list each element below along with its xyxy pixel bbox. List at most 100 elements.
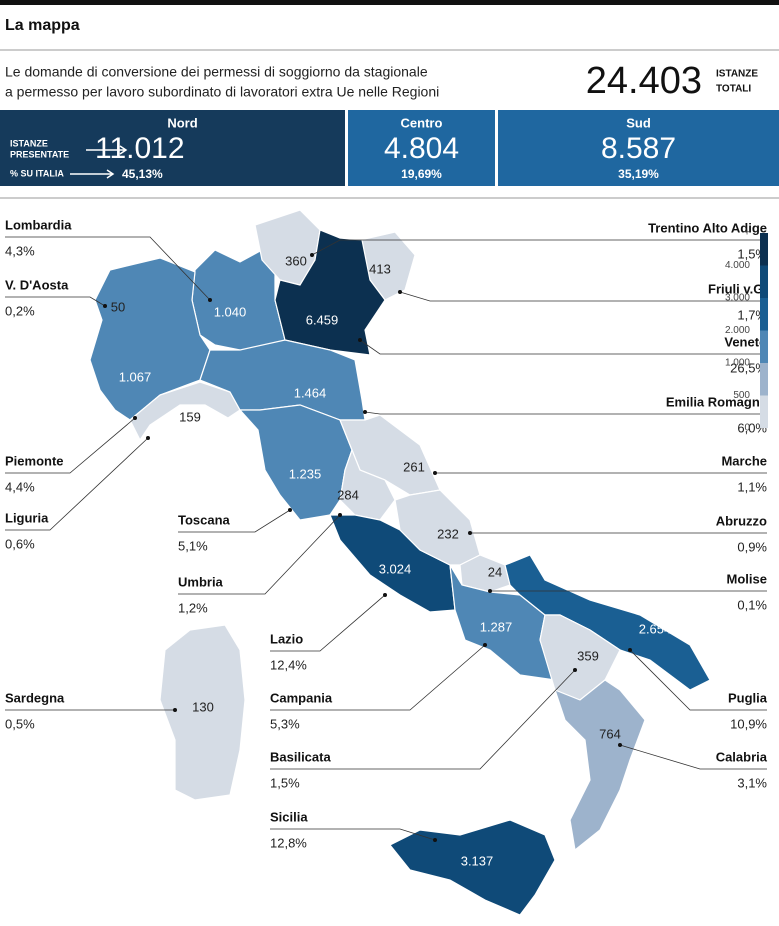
leader-dot [103, 304, 107, 308]
area-box [0, 110, 345, 186]
region-share: 1,1% [737, 479, 767, 494]
region-count: 232 [437, 526, 459, 541]
legend-tick: 0 [744, 423, 750, 434]
legend-tick: 2.000 [725, 325, 750, 336]
region-name: V. D'Aosta [5, 277, 69, 292]
region-name: Molise [727, 571, 767, 586]
region-share: 4,3% [5, 243, 35, 258]
region-name: Lombardia [5, 217, 72, 232]
region-share: 10,9% [730, 716, 767, 731]
region-count: 159 [179, 409, 201, 424]
leader-line [178, 514, 341, 595]
region-name: Trentino Alto Adige [648, 220, 767, 235]
leader-dot [363, 410, 367, 414]
region-name: Toscana [178, 512, 231, 527]
area-count: 8.587 [601, 132, 676, 165]
total-label: ISTANZE [716, 69, 758, 80]
region [238, 404, 353, 521]
legend-tick: 3.000 [725, 293, 750, 304]
region-count: 1.040 [214, 304, 247, 319]
region-share: 1,5% [270, 775, 300, 790]
region-count: 6.459 [306, 312, 339, 327]
row-label: PRESENTATE [10, 149, 69, 159]
leader-line [399, 291, 767, 302]
legend-tick: + [744, 228, 750, 239]
region [554, 679, 646, 852]
region-share: 3,1% [737, 775, 767, 790]
region-name: Calabria [716, 749, 768, 764]
intro-line: Le domande di conversione dei permessi d… [5, 64, 428, 80]
leader-dot [288, 508, 292, 512]
region [159, 624, 246, 801]
region-count: 3.024 [379, 561, 412, 576]
leader-line [5, 437, 149, 531]
region-share: 1,7% [737, 307, 767, 322]
leader-line [5, 236, 211, 301]
area-box [498, 110, 779, 186]
region-count: 1.067 [119, 369, 152, 384]
region [504, 554, 711, 691]
leader-line [364, 411, 767, 415]
area-name: Sud [626, 115, 651, 130]
region-count: 359 [577, 648, 599, 663]
legend-swatch [760, 233, 768, 266]
region-count: 1.464 [294, 385, 327, 400]
leader-line [311, 239, 767, 256]
region-name: Veneto [724, 334, 767, 349]
total-label: TOTALI [716, 84, 751, 95]
leader-dot [310, 253, 314, 257]
region-name: Sardegna [5, 690, 65, 705]
region-name: Sicilia [270, 809, 308, 824]
region-count: 50 [111, 299, 125, 314]
region [129, 381, 241, 442]
region-count: 360 [285, 253, 307, 268]
leader-line [270, 644, 486, 711]
region-name: Umbria [178, 574, 224, 589]
region [389, 819, 556, 916]
region-share: 5,3% [270, 716, 300, 731]
area-share: 19,69% [401, 167, 442, 181]
region-share: 12,4% [270, 657, 307, 672]
legend-swatch [760, 395, 768, 428]
region [274, 229, 386, 356]
region-share: 5,1% [178, 538, 208, 553]
legend-tick: 1.000 [725, 358, 750, 369]
region-count: 413 [369, 261, 391, 276]
region-name: Abruzzo [716, 513, 767, 528]
region-count: 130 [192, 699, 214, 714]
region-share: 12,8% [270, 835, 307, 850]
leader-dot [133, 416, 137, 420]
region-name: Campania [270, 690, 333, 705]
region-name: Liguria [5, 510, 49, 525]
leader-line [270, 669, 576, 770]
legend-tick: 4.000 [725, 260, 750, 271]
region-share: 0,2% [5, 303, 35, 318]
leader-line [359, 339, 767, 355]
leader-dot [146, 436, 150, 440]
region-count: 284 [337, 487, 359, 502]
leader-dot [433, 838, 437, 842]
leader-dot [483, 643, 487, 647]
leader-line [270, 828, 436, 841]
area-box [348, 110, 495, 186]
leader-line [178, 509, 291, 533]
leader-dot [358, 338, 362, 342]
region-name: Puglia [728, 690, 768, 705]
region-count: 24 [488, 564, 502, 579]
legend: +4.000 3.000 2.000 1.000 500 0 [725, 228, 768, 434]
region-count: 2.654 [639, 621, 672, 636]
region-count: 261 [403, 459, 425, 474]
title: La mappa [5, 17, 80, 34]
leader-dot [208, 298, 212, 302]
row-label: % SU ITALIA [10, 168, 64, 178]
legend-swatch [760, 330, 768, 363]
region-share: 0,5% [5, 716, 35, 731]
intro-line: a permesso per lavoro subordinato di lav… [5, 84, 439, 100]
region-count: 1.235 [289, 466, 322, 481]
region-name: Marche [721, 453, 767, 468]
leader-line [5, 417, 136, 474]
leader-dot [383, 593, 387, 597]
region-name: Lazio [270, 631, 303, 646]
leader-dot [433, 471, 437, 475]
